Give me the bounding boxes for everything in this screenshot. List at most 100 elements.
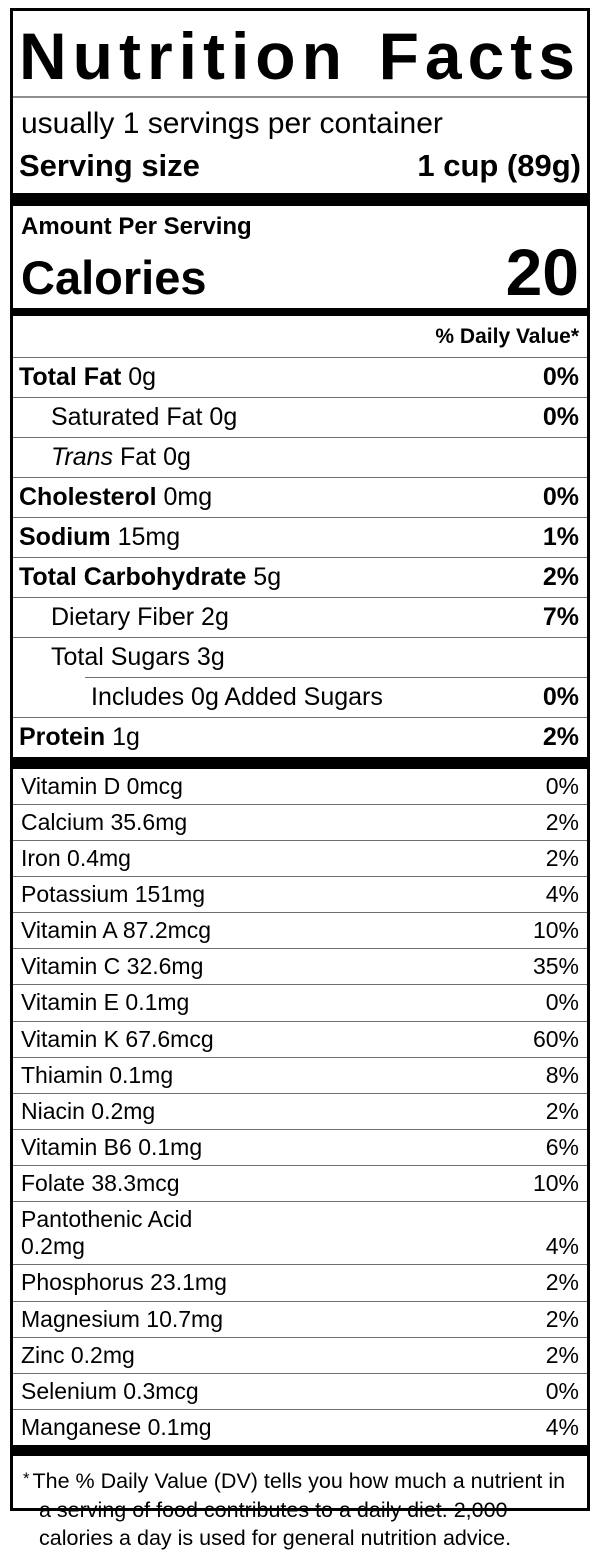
nutrient-daily-value: 0% <box>542 402 579 431</box>
nutrient-daily-value: 2% <box>545 1269 579 1296</box>
nutrient-name: Iron 0.4mg <box>21 844 131 871</box>
nutrient-daily-value: 4% <box>545 1413 579 1440</box>
calories-label: Calories <box>21 251 207 304</box>
nutrient-name: Pantothenic Acid 0.2mg <box>21 1206 193 1260</box>
nutrient-daily-value: 2% <box>545 1097 579 1124</box>
nutrient-row: Total Sugars 3g <box>13 638 587 677</box>
nutrient-name: Selenium 0.3mcg <box>21 1377 199 1404</box>
row-divider <box>13 636 587 638</box>
row-divider <box>13 1408 587 1410</box>
nutrient-name: Vitamin A 87.2mcg <box>21 917 212 944</box>
label-title: Nutrition Facts <box>19 19 581 93</box>
nutrient-daily-value: 1% <box>542 522 579 551</box>
nutrient-daily-value: 35% <box>532 953 579 980</box>
nutrient-name: Vitamin C 32.6mg <box>21 953 204 980</box>
nutrient-row: Includes 0g Added Sugars 0% <box>13 678 587 717</box>
nutrient-daily-value: 60% <box>532 1025 579 1052</box>
row-divider <box>13 476 587 478</box>
nutrient-name: Trans Fat 0g <box>51 442 191 471</box>
row-divider <box>13 556 587 558</box>
nutrient-row: Protein 1g 2% <box>13 718 587 757</box>
nutrient-name: Potassium 151mg <box>21 881 206 908</box>
nutrition-facts-label: Nutrition Facts usually 1 servings per c… <box>10 8 590 1550</box>
nutrient-daily-value: 4% <box>545 881 579 908</box>
nutrient-row: Pantothenic Acid 0.2mg 4% <box>13 1202 587 1264</box>
daily-value-footnote: * The % Daily Value (DV) tells you how mu… <box>13 1456 587 1553</box>
nutrient-name: Phosphorus 23.1mg <box>21 1269 227 1296</box>
serving-size-value: 1 cup (89g) <box>417 148 581 183</box>
nutrient-row: Vitamin A 87.2mcg 10% <box>13 913 587 948</box>
row-divider <box>13 948 587 950</box>
serving-size-row: Serving size 1 cup (89g) <box>13 142 587 193</box>
footnote-asterisk: * <box>23 1469 30 1489</box>
nutrient-name: Vitamin B6 0.1mg <box>21 1133 203 1160</box>
nutrient-name: Manganese 0.1mg <box>21 1413 212 1440</box>
nutrient-daily-value: 8% <box>545 1061 579 1088</box>
nutrient-row: Trans Fat 0g <box>13 438 587 477</box>
nutrient-name: Dietary Fiber 2g <box>51 602 229 631</box>
row-divider <box>13 912 587 914</box>
nutrient-row: Vitamin B6 0.1mg 6% <box>13 1130 587 1165</box>
nutrient-row: Vitamin K 67.6mcg 60% <box>13 1022 587 1057</box>
row-divider <box>13 1336 587 1338</box>
nutrient-name: Cholesterol 0mg <box>19 482 213 511</box>
row-divider <box>13 1264 587 1266</box>
row-divider <box>13 1092 587 1094</box>
nutrient-name: Total Sugars 3g <box>51 642 225 671</box>
nutrient-name: Magnesium 10.7mg <box>21 1305 223 1332</box>
nutrient-name: Total Carbohydrate 5g <box>19 562 282 591</box>
nutrient-row: Total Fat 0g 0% <box>13 358 587 397</box>
nutrient-row: Calcium 35.6mg 2% <box>13 805 587 840</box>
nutrient-name: Saturated Fat 0g <box>51 402 238 431</box>
nutrient-row: Vitamin D 0mcg 0% <box>13 769 587 804</box>
nutrient-daily-value: 2% <box>545 844 579 871</box>
row-divider <box>13 803 587 805</box>
nutrient-daily-value: 10% <box>532 1170 579 1197</box>
nutrient-name: Zinc 0.2mg <box>21 1341 135 1368</box>
row-divider <box>85 676 587 678</box>
section-bar-footnote <box>13 1445 587 1457</box>
micronutrient-rows-section: Vitamin D 0mcg 0% Calcium 35.6mg 2% Iron 0.4… <box>13 769 587 1445</box>
nutrient-daily-value: 0% <box>542 482 579 511</box>
nutrient-daily-value: 7% <box>542 602 579 631</box>
nutrient-name: Vitamin K 67.6mcg <box>21 1025 214 1052</box>
nutrient-daily-value: 2% <box>542 562 579 591</box>
amount-per-serving-label: Amount Per Serving <box>21 213 252 240</box>
nutrient-row: Zinc 0.2mg 2% <box>13 1338 587 1373</box>
nutrient-row: Cholesterol 0mg 0% <box>13 478 587 517</box>
nutrient-name: Protein 1g <box>19 722 140 751</box>
nutrient-daily-value: 0% <box>545 1377 579 1404</box>
row-divider <box>13 1201 587 1203</box>
nutrient-name: Thiamin 0.1mg <box>21 1061 174 1088</box>
nutrient-row: Folate 38.3mcg 10% <box>13 1166 587 1201</box>
row-divider <box>13 1020 587 1022</box>
nutrient-daily-value: 10% <box>532 917 579 944</box>
nutrient-row: Vitamin E 0.1mg 0% <box>13 985 587 1020</box>
nutrient-row: Niacin 0.2mg 2% <box>13 1094 587 1129</box>
nutrient-name: Vitamin E 0.1mg <box>21 989 190 1016</box>
nutrient-name: Vitamin D 0mcg <box>21 772 183 799</box>
daily-value-header: % Daily Value* <box>13 316 587 358</box>
row-divider <box>13 516 587 518</box>
nutrient-daily-value: 2% <box>545 1305 579 1332</box>
title-divider <box>13 96 587 98</box>
serving-size-label: Serving size <box>19 148 200 183</box>
nutrient-row: Magnesium 10.7mg 2% <box>13 1302 587 1337</box>
nutrient-row: Saturated Fat 0g 0% <box>13 398 587 437</box>
calories-row: Calories 20 <box>13 239 587 308</box>
nutrient-row: Thiamin 0.1mg 8% <box>13 1058 587 1093</box>
nutrient-row: Vitamin C 32.6mg 35% <box>13 949 587 984</box>
row-divider <box>13 716 587 718</box>
nutrient-row: Dietary Fiber 2g 7% <box>13 598 587 637</box>
servings-per-container: usually 1 servings per container <box>21 107 443 140</box>
nutrient-name: Niacin 0.2mg <box>21 1097 156 1124</box>
row-divider <box>13 876 587 878</box>
row-divider <box>13 436 587 438</box>
nutrient-name: Sodium 15mg <box>19 522 181 551</box>
nutrient-daily-value: 6% <box>545 1133 579 1160</box>
row-divider <box>13 984 587 986</box>
nutrient-name: Calcium 35.6mg <box>21 808 188 835</box>
nutrient-daily-value: 2% <box>545 808 579 835</box>
nutrient-daily-value: 0% <box>545 989 579 1016</box>
nutrient-row: Phosphorus 23.1mg 2% <box>13 1265 587 1300</box>
